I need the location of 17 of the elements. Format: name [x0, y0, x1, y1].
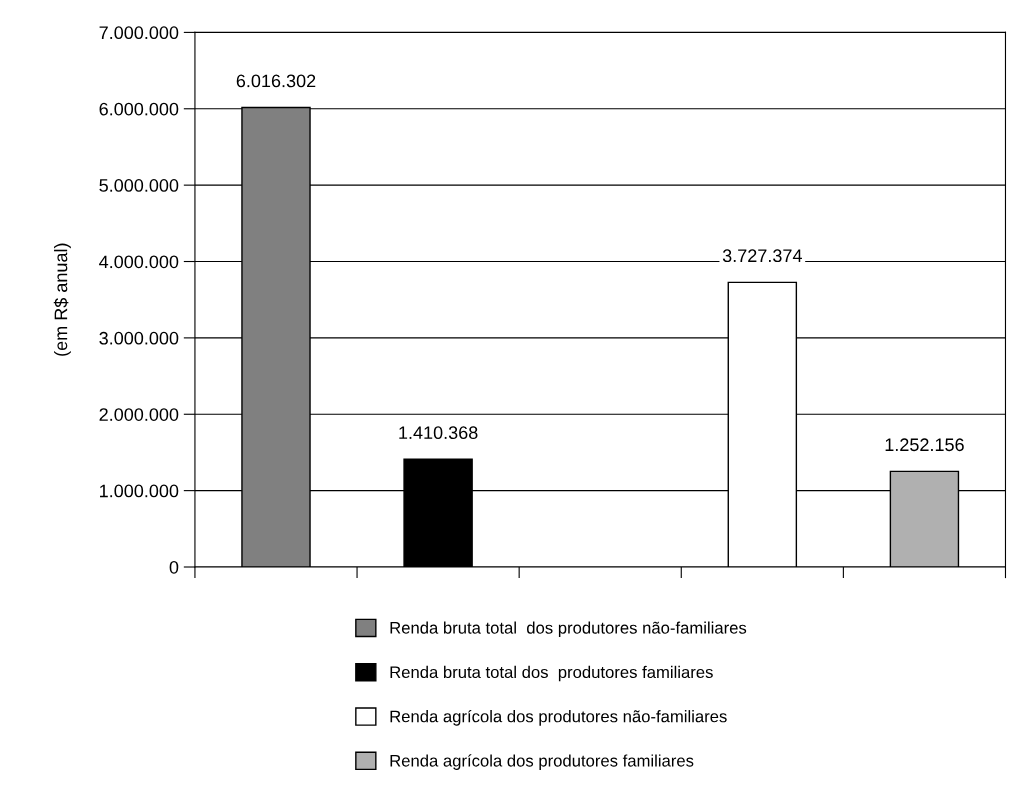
data-label: 1.410.368	[399, 426, 478, 440]
y-tick-label: 7.000.000	[99, 26, 179, 40]
y-tick-label: 4.000.000	[99, 255, 179, 269]
data-label: 3.727.374	[722, 249, 802, 263]
y-axis-title: (em R$ anual)	[53, 243, 71, 356]
y-tick-label: 6.000.000	[99, 102, 179, 116]
legend-label: Renda agrícola dos produtores não-familiares	[390, 709, 727, 726]
y-tick-label: 1.000.000	[100, 484, 179, 498]
legend-label: Renda bruta total dos produtores familiares	[390, 665, 713, 682]
data-label: 6.016.302	[236, 74, 316, 88]
y-tick-label: 5.000.000	[99, 179, 179, 192]
y-tick-label: 3.000.000	[99, 331, 179, 345]
legend-label: Renda agrícola dos produtores familiares	[390, 754, 694, 770]
y-tick-label: 0	[169, 560, 179, 574]
y-tick-label: 2.000.000	[99, 408, 179, 421]
data-label: 1.252.156	[885, 438, 964, 452]
legend-label: Renda bruta total dos produtores não-familiares	[390, 621, 747, 638]
